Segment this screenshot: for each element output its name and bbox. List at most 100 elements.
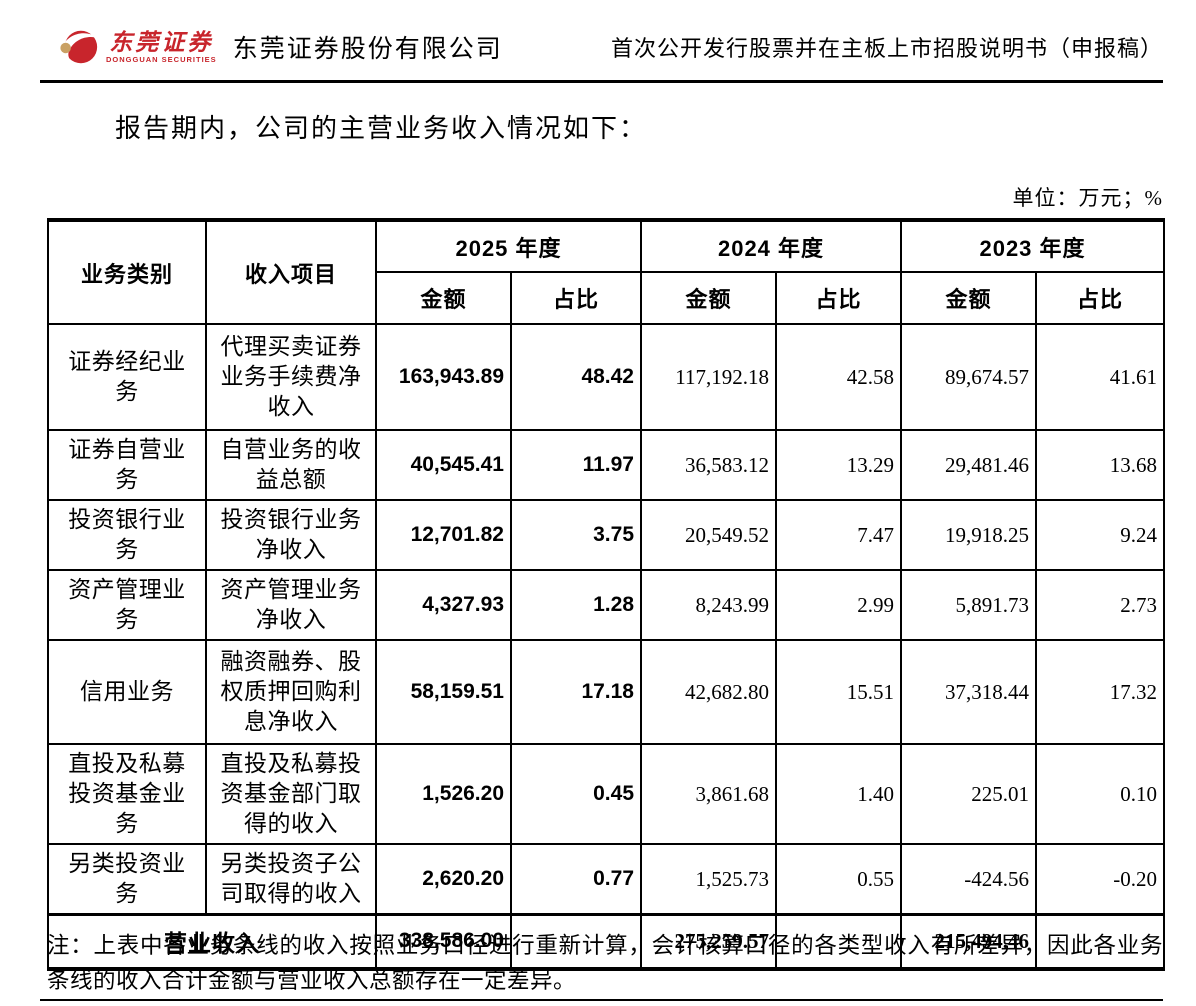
cell-amount-2023: 29,481.46 [900, 429, 1037, 501]
logo-swoosh-icon [60, 30, 100, 66]
col-header-ratio-2025: 占比 [510, 271, 642, 325]
table-row: 资产管理业务 资产管理业务净收入 4,327.93 1.28 8,243.99 … [47, 569, 1165, 641]
cell-total-amount-2025: 338,586.00 [375, 913, 512, 970]
cell-total-ratio-2024 [775, 913, 902, 970]
col-header-ratio-2023: 占比 [1035, 271, 1165, 325]
table-row: 证券自营业务 自营业务的收益总额 40,545.41 11.97 36,583.… [47, 429, 1165, 501]
cell-amount-2023: 5,891.73 [900, 569, 1037, 641]
cell-amount-2023: 225.01 [900, 743, 1037, 845]
col-header-income-item: 收入项目 [205, 219, 377, 325]
cell-amount-2025: 40,545.41 [375, 429, 512, 501]
cell-amount-2025: 163,943.89 [375, 323, 512, 431]
cell-ratio-2024: 0.55 [775, 843, 902, 916]
cell-business: 投资银行业务 [47, 499, 207, 571]
col-header-amount-2025: 金额 [375, 271, 512, 325]
cell-ratio-2024: 7.47 [775, 499, 902, 571]
cell-ratio-2023: 41.61 [1035, 323, 1165, 431]
header-rule [40, 80, 1163, 83]
cell-business: 信用业务 [47, 639, 207, 745]
cell-amount-2025: 58,159.51 [375, 639, 512, 745]
col-header-year-2025: 2025 年度 [375, 219, 642, 273]
table-row: 投资银行业务 投资银行业务净收入 12,701.82 3.75 20,549.5… [47, 499, 1165, 571]
cell-total-amount-2024: 275,259.57 [640, 913, 777, 970]
cell-amount-2024: 42,682.80 [640, 639, 777, 745]
logo-brand-en: DONGGUAN SECURITIES [106, 54, 217, 64]
cell-amount-2023: 19,918.25 [900, 499, 1037, 571]
cell-ratio-2025: 0.77 [510, 843, 642, 916]
cell-ratio-2024: 1.40 [775, 743, 902, 845]
table-row: 另类投资业务 另类投资子公司取得的收入 2,620.20 0.77 1,525.… [47, 843, 1165, 916]
doc-header: 东莞证券 DONGGUAN SECURITIES 东莞证券股份有限公司 首次公开… [0, 0, 1196, 80]
table-total-row: 营业收入 338,586.00 275,259.57 215,494.46 [47, 913, 1165, 970]
cell-ratio-2023: 13.68 [1035, 429, 1165, 501]
cell-ratio-2023: 2.73 [1035, 569, 1165, 641]
cell-income-item: 融资融券、股权质押回购利息净收入 [205, 639, 377, 745]
cell-income-item: 直投及私募投资基金部门取得的收入 [205, 743, 377, 845]
cell-ratio-2024: 13.29 [775, 429, 902, 501]
cell-ratio-2025: 0.45 [510, 743, 642, 845]
cell-total-label: 营业收入 [47, 913, 377, 970]
cell-amount-2024: 3,861.68 [640, 743, 777, 845]
cell-amount-2023: 89,674.57 [900, 323, 1037, 431]
cell-ratio-2025: 17.18 [510, 639, 642, 745]
table-note: 注：上表中各业务条线的收入按照业务口径进行重新计算，会计核算口径的各类型收入有所… [47, 933, 1163, 993]
cell-total-amount-2023: 215,494.46 [900, 913, 1037, 970]
cell-business: 另类投资业务 [47, 843, 207, 916]
cell-amount-2024: 117,192.18 [640, 323, 777, 431]
footer-rule [40, 999, 1163, 1001]
cell-income-item: 投资银行业务净收入 [205, 499, 377, 571]
cell-ratio-2025: 1.28 [510, 569, 642, 641]
table-row: 直投及私募投资基金业务 直投及私募投资基金部门取得的收入 1,526.20 0.… [47, 743, 1165, 845]
cell-ratio-2024: 42.58 [775, 323, 902, 431]
unit-label: 单位：万元；% [1012, 186, 1163, 210]
cell-income-item: 资产管理业务净收入 [205, 569, 377, 641]
cell-ratio-2023: 0.10 [1035, 743, 1165, 845]
cell-amount-2025: 12,701.82 [375, 499, 512, 571]
table-row: 信用业务 融资融券、股权质押回购利息净收入 58,159.51 17.18 42… [47, 639, 1165, 745]
cell-business: 资产管理业务 [47, 569, 207, 641]
cell-total-ratio-2025 [510, 913, 642, 970]
table-body: 证券经纪业务 代理买卖证券业务手续费净收入 163,943.89 48.42 1… [47, 323, 1165, 970]
cell-ratio-2023: 17.32 [1035, 639, 1165, 745]
col-header-year-2024: 2024 年度 [640, 219, 902, 273]
col-header-year-2023: 2023 年度 [900, 219, 1165, 273]
table-header-row-years: 业务类别 收入项目 2025 年度 2024 年度 2023 年度 [47, 219, 1165, 325]
cell-business: 证券自营业务 [47, 429, 207, 501]
table-header-row-measures: 金额 占比 金额 占比 金额 占比 [48, 271, 1165, 325]
logo-brand-cn: 东莞证券 [109, 29, 214, 55]
cell-amount-2023: -424.56 [900, 843, 1037, 916]
cell-ratio-2024: 2.99 [775, 569, 902, 641]
cell-ratio-2025: 3.75 [510, 499, 642, 571]
cell-amount-2025: 1,526.20 [375, 743, 512, 845]
cell-amount-2025: 4,327.93 [375, 569, 512, 641]
cell-amount-2024: 36,583.12 [640, 429, 777, 501]
cell-income-item: 代理买卖证券业务手续费净收入 [205, 323, 377, 431]
revenue-table: 业务类别 收入项目 2025 年度 2024 年度 2023 年度 金额 占比 … [47, 218, 1165, 971]
col-header-amount-2023: 金额 [900, 271, 1037, 325]
cell-business: 证券经纪业务 [47, 323, 207, 431]
col-header-business-type: 业务类别 [47, 219, 207, 325]
cell-ratio-2025: 11.97 [510, 429, 642, 501]
cell-ratio-2024: 15.51 [775, 639, 902, 745]
cell-ratio-2023: 9.24 [1035, 499, 1165, 571]
cell-amount-2025: 2,620.20 [375, 843, 512, 916]
cell-income-item: 另类投资子公司取得的收入 [205, 843, 377, 916]
table-head: 业务类别 收入项目 2025 年度 2024 年度 2023 年度 金额 占比 … [47, 219, 1165, 325]
col-header-amount-2024: 金额 [640, 271, 777, 325]
table-row: 证券经纪业务 代理买卖证券业务手续费净收入 163,943.89 48.42 1… [47, 323, 1165, 431]
intro-paragraph: 报告期内，公司的主营业务收入情况如下： [115, 114, 648, 143]
dongguan-securities-logo: 东莞证券 DONGGUAN SECURITIES [58, 25, 217, 69]
header-left: 东莞证券 DONGGUAN SECURITIES 东莞证券股份有限公司 [58, 25, 503, 69]
cell-amount-2023: 37,318.44 [900, 639, 1037, 745]
cell-total-ratio-2023 [1035, 913, 1165, 970]
doc-title: 首次公开发行股票并在主板上市招股说明书（申报稿） [610, 36, 1163, 61]
cell-amount-2024: 8,243.99 [640, 569, 777, 641]
cell-ratio-2023: -0.20 [1035, 843, 1165, 916]
cell-amount-2024: 20,549.52 [640, 499, 777, 571]
cell-business: 直投及私募投资基金业务 [47, 743, 207, 845]
cell-amount-2024: 1,525.73 [640, 843, 777, 916]
company-name: 东莞证券股份有限公司 [232, 36, 503, 63]
col-header-ratio-2024: 占比 [775, 271, 902, 325]
cell-income-item: 自营业务的收益总额 [205, 429, 377, 501]
